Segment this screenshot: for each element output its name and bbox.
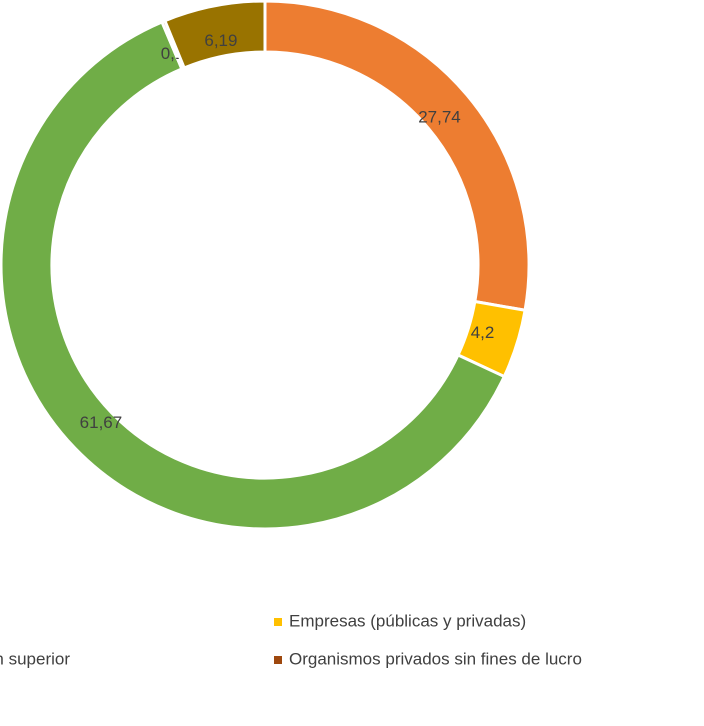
legend-label: Educación superior [0,649,70,668]
data-label: 61,67 [80,413,123,432]
legend-swatch [274,618,282,626]
data-label: 6,19 [204,31,237,50]
legend-swatch [274,656,282,664]
donut-segment [0,19,507,531]
legend-label: Organismos privados sin fines de lucro [289,649,582,668]
data-label: 27,74 [418,108,461,127]
donut-segment [162,0,267,70]
legend-label: Empresas (públicas y privadas) [289,611,526,630]
data-label: 4,2 [471,323,495,342]
donut-segment [263,0,531,313]
